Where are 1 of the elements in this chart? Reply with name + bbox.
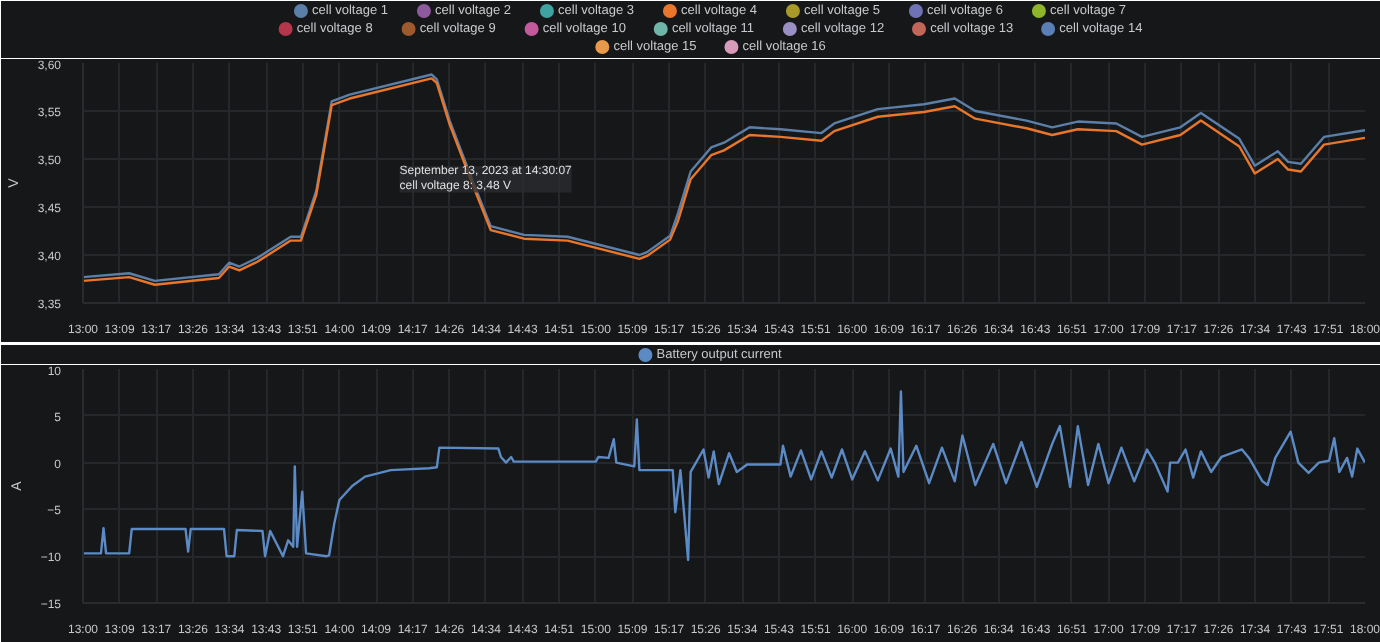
- line-series: [83, 390, 1365, 562]
